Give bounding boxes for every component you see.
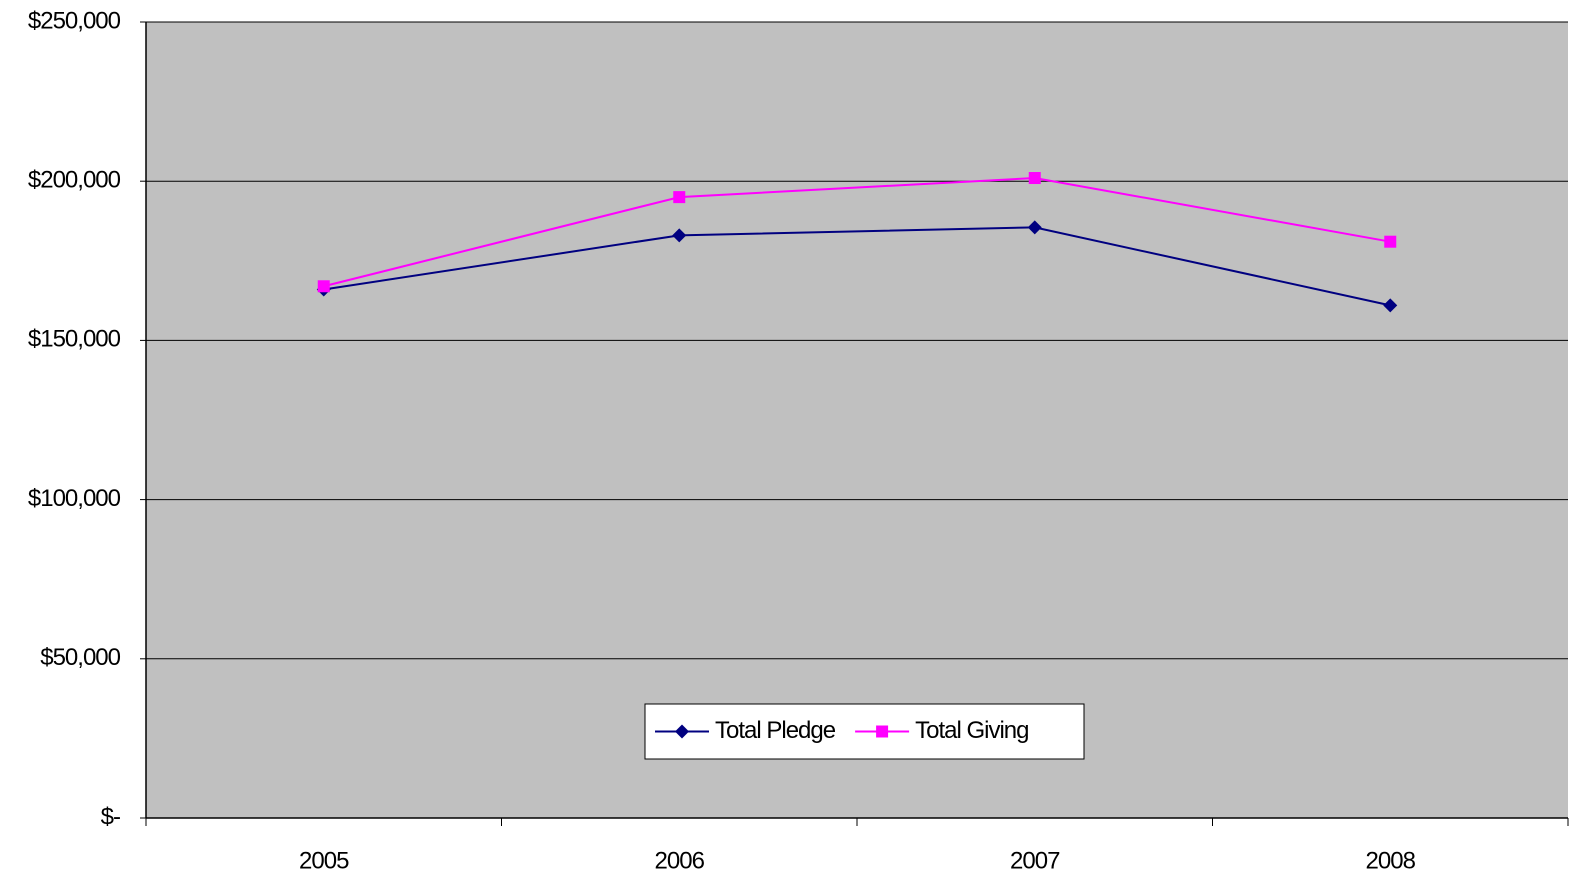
marker [673, 191, 686, 204]
marker [1383, 298, 1398, 313]
y-tick-label: $50,000 [40, 644, 120, 671]
marker [317, 280, 330, 293]
y-tick-label: $150,000 [28, 326, 121, 353]
plot-area [146, 22, 1568, 818]
marker [1027, 220, 1042, 235]
x-tick-label: 2006 [655, 847, 705, 874]
y-tick-label: $200,000 [28, 167, 121, 194]
marker [1384, 235, 1397, 248]
marker [1028, 172, 1041, 185]
legend-label: Total Pledge [715, 717, 836, 744]
x-tick-label: 2008 [1366, 847, 1416, 874]
legend-label: Total Giving [915, 717, 1028, 744]
x-tick-label: 2007 [1010, 847, 1060, 874]
series-line [323, 177, 1391, 288]
y-tick-label: $100,000 [28, 485, 121, 512]
x-tick-label: 2005 [299, 847, 349, 874]
legend: Total Pledge Total Giving [644, 703, 1085, 760]
series-line [323, 226, 1391, 307]
marker [675, 724, 689, 739]
y-tick-label: $- [101, 803, 120, 830]
marker [876, 725, 889, 738]
y-tick-label: $250,000 [28, 7, 121, 34]
marker [672, 228, 687, 243]
